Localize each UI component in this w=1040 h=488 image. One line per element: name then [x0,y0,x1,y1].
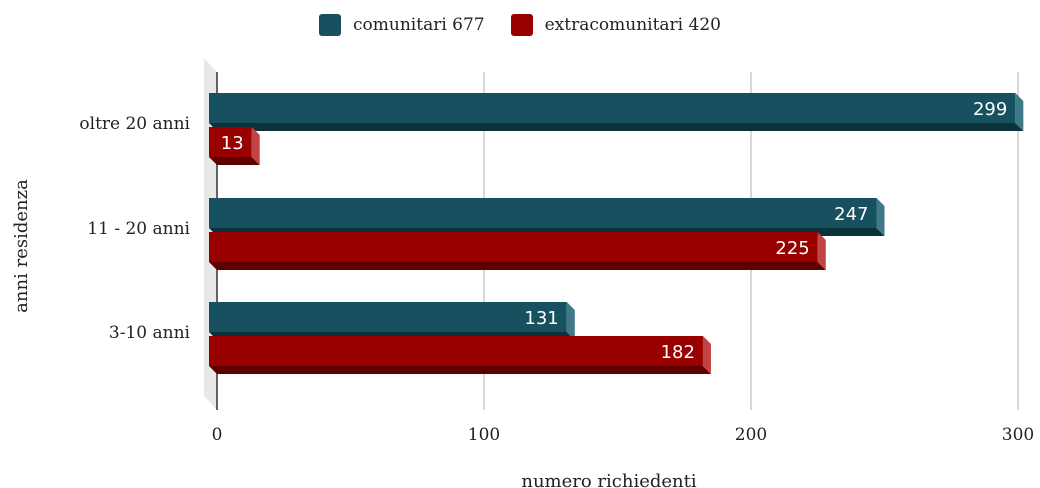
bar-bottom-face [209,157,260,165]
bar-value-label: 299 [973,99,1007,120]
bar [209,93,1016,123]
bar [209,302,567,332]
category-labels: oltre 20 anni 11 - 20 anni 3-10 anni [79,114,190,343]
bar [209,198,877,228]
bar-end-face [1015,93,1024,131]
bar-value-label: 225 [775,238,809,259]
x-tick-label: 200 [735,425,767,445]
x-tick-label: 0 [212,425,223,445]
category-label: 11 - 20 anni [87,219,190,239]
bar-value-label: 131 [524,308,558,329]
bar-group: 13 [209,127,260,165]
bar-group: 182 [209,336,711,374]
bar-end-face [876,198,885,236]
category-label: 3-10 anni [109,323,191,343]
bar-end-face [702,336,711,374]
bar-bottom-face [209,366,711,374]
x-tick-label: 300 [1002,425,1034,445]
x-tick-label: 100 [468,425,500,445]
bar-group: 131 [209,302,575,340]
legend: comunitari 677 extracomunitari 420 [0,14,1040,36]
legend-swatch-extracomunitari [510,14,533,36]
bar-end-face [566,302,575,340]
bar [209,336,703,366]
x-tick-labels: 0 100 200 300 [212,425,1035,445]
bar-bottom-face [209,123,1024,131]
bars: 299 13 247 225 131 182 [209,93,1024,374]
x-axis-title: numero richiedenti [521,471,697,488]
category-label: oltre 20 anni [79,114,190,134]
bar-group: 247 [209,198,885,236]
bar [209,232,818,262]
bar-end-face [817,232,826,270]
legend-label-comunitari: comunitari 677 [353,15,485,35]
legend-label-extracomunitari: extracomunitari 420 [544,15,721,35]
bar-value-label: 247 [834,204,868,225]
y-axis-title: anni residenza [11,179,32,313]
bar-value-label: 13 [221,133,244,154]
bar-value-label: 182 [661,342,695,363]
bar-group: 299 [209,93,1024,131]
legend-item-comunitari[interactable]: comunitari 677 [319,14,485,36]
bar-end-face [251,127,260,165]
legend-swatch-comunitari [319,14,342,36]
bar-bottom-face [209,262,826,270]
bar-group: 225 [209,232,826,270]
bar [209,127,252,157]
legend-item-extracomunitari[interactable]: extracomunitari 420 [510,14,721,36]
